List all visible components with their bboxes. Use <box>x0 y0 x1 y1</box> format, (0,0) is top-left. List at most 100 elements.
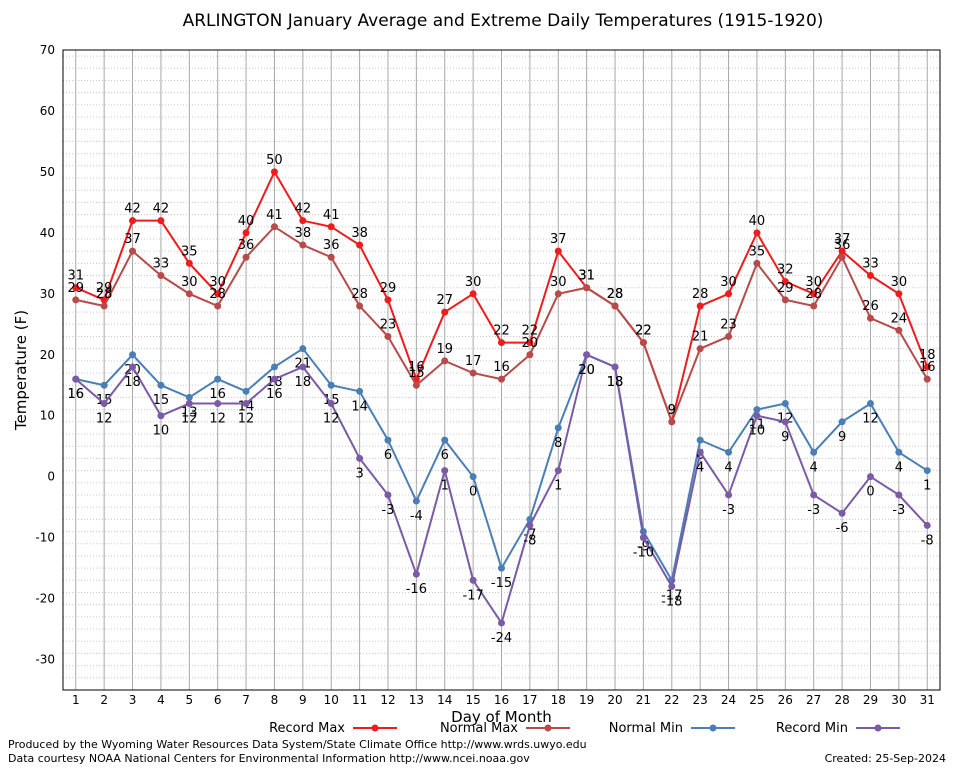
data-label: 36 <box>238 238 255 253</box>
data-label: 28 <box>351 287 368 302</box>
data-label: 19 <box>436 342 453 357</box>
x-tick-label: 19 <box>579 693 594 707</box>
data-label: 12 <box>96 412 113 427</box>
data-label: 18 <box>607 375 624 390</box>
x-tick-label: 4 <box>157 693 165 707</box>
legend-swatch-marker <box>371 724 379 732</box>
data-label: 10 <box>749 424 766 439</box>
data-label: 10 <box>153 424 170 439</box>
data-point <box>554 290 562 298</box>
data-point <box>838 247 846 255</box>
data-label: -3 <box>381 503 394 518</box>
data-label: -15 <box>491 576 512 591</box>
data-point <box>753 412 761 420</box>
x-tick-label: 15 <box>465 693 480 707</box>
x-tick-label: 9 <box>299 693 307 707</box>
data-label: 4 <box>895 460 903 475</box>
data-label: 15 <box>408 366 425 381</box>
data-label: -17 <box>463 588 484 603</box>
data-point <box>185 290 193 298</box>
data-point <box>498 375 505 383</box>
data-label: 1 <box>441 479 449 494</box>
data-label: 6 <box>441 448 449 463</box>
data-label: -6 <box>836 521 849 536</box>
data-point <box>923 521 931 529</box>
data-label: 41 <box>323 208 340 223</box>
data-label: 12 <box>209 412 226 427</box>
data-point <box>696 302 704 310</box>
data-label: 0 <box>866 485 874 500</box>
x-tick-label: 24 <box>721 693 736 707</box>
data-point <box>129 351 137 359</box>
data-label: 22 <box>522 324 539 339</box>
x-tick-label: 13 <box>409 693 424 707</box>
data-label: -10 <box>633 546 654 561</box>
data-point <box>583 351 591 359</box>
data-label: 4 <box>810 460 818 475</box>
data-label: 32 <box>777 263 794 278</box>
data-point <box>753 259 761 267</box>
x-tick-label: 8 <box>271 693 279 707</box>
y-tick-label: -30 <box>35 653 55 667</box>
x-tick-label: 10 <box>324 693 339 707</box>
data-point <box>838 418 846 426</box>
data-label: 22 <box>635 324 652 339</box>
data-point <box>469 473 477 481</box>
data-label: 30 <box>891 275 908 290</box>
data-label: 27 <box>436 293 453 308</box>
data-label: -3 <box>722 503 735 518</box>
x-tick-label: 22 <box>664 693 679 707</box>
data-label: 36 <box>834 238 851 253</box>
data-label: 50 <box>266 153 283 168</box>
data-label: 6 <box>384 448 392 463</box>
data-point <box>753 406 761 414</box>
data-label: 30 <box>550 275 567 290</box>
data-label: -3 <box>807 503 820 518</box>
data-label: 24 <box>891 311 908 326</box>
legend-label: Record Max <box>269 721 345 736</box>
data-point <box>157 412 165 420</box>
data-point <box>866 400 874 408</box>
data-label: 16 <box>266 387 283 402</box>
data-label: 16 <box>209 387 226 402</box>
data-label: 16 <box>919 360 936 375</box>
x-tick-label: 25 <box>749 693 764 707</box>
data-point <box>157 217 165 225</box>
data-point <box>753 229 761 237</box>
data-point <box>895 326 903 334</box>
data-label: 33 <box>153 257 170 272</box>
data-point <box>923 467 931 475</box>
plot-frame <box>62 49 941 691</box>
data-point <box>72 284 80 292</box>
data-point <box>668 582 676 590</box>
data-label: 35 <box>181 244 198 259</box>
x-tick-label: 17 <box>522 693 537 707</box>
footer-courtesy: Data courtesy NOAA National Centers for … <box>8 752 530 765</box>
data-point <box>866 314 874 322</box>
data-point <box>498 619 505 627</box>
x-tick-label: 18 <box>551 693 566 707</box>
data-point <box>441 436 449 444</box>
data-point <box>526 351 534 359</box>
data-point <box>895 491 903 499</box>
x-tick-label: 6 <box>214 693 222 707</box>
data-point <box>242 400 250 408</box>
data-label: 22 <box>635 324 652 339</box>
data-label: 16 <box>493 360 510 375</box>
data-point <box>384 332 392 340</box>
data-label: 38 <box>351 226 368 241</box>
data-label: 42 <box>153 202 170 217</box>
data-label: 31 <box>578 269 595 284</box>
data-label: 15 <box>153 393 170 408</box>
data-point <box>214 375 222 383</box>
data-point <box>554 247 562 255</box>
x-tick-label: 26 <box>778 693 793 707</box>
data-point <box>696 436 704 444</box>
chart-title: ARLINGTON January Average and Extreme Da… <box>183 11 824 31</box>
x-tick-label: 23 <box>693 693 708 707</box>
data-label: 28 <box>96 287 113 302</box>
data-point <box>668 418 676 426</box>
data-point <box>725 448 733 456</box>
